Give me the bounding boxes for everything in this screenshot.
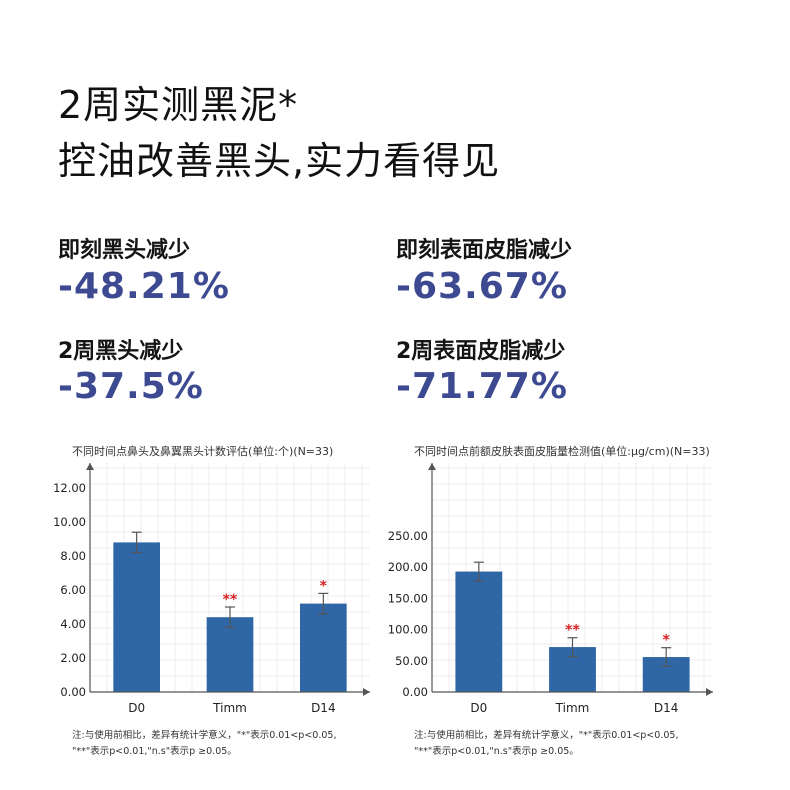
stat-value-2week-blackhead: -37.5% (58, 366, 204, 407)
significance-marker: ** (223, 592, 238, 608)
significance-marker: * (663, 633, 671, 649)
headline-line-1: 2周实测黑泥* (58, 83, 299, 127)
y-tick-label: 100.00 (388, 623, 428, 637)
x-tick-label: D0 (470, 701, 487, 715)
stat-label-instant-blackhead: 即刻黑头减少 (58, 238, 191, 263)
stat-label-2week-blackhead: 2周黑头减少 (58, 339, 184, 364)
chart-2-note-line-2: "**"表示p<0.01,"n.s"表示p ≥0.05。 (414, 746, 579, 757)
headline-line-2: 控油改善黑头,实力看得见 (58, 139, 501, 183)
bar-d0 (455, 571, 503, 692)
y-tick-label: 150.00 (388, 591, 428, 605)
stat-label-2week-sebum: 2周表面皮脂减少 (396, 339, 566, 364)
sebum-level-chart: 0.00 50.00 100.00 150.00 200.00 250.00 D0 ** Tim… (388, 463, 713, 715)
chart-2-title: 不同时间点前额皮肤表面皮脂量检测值(单位:μg/cm)(N=33) (414, 445, 710, 458)
x-tick-label: D0 (128, 701, 145, 715)
stat-value-instant-sebum: -63.67% (396, 266, 568, 307)
chart-1-note-line-1: 注:与使用前相比，差异有统计学意义，"*"表示0.01<p<0.05, (72, 730, 337, 741)
significance-marker: ** (565, 623, 580, 639)
y-tick-label: 200.00 (388, 560, 428, 574)
x-tick-label: Timm (212, 701, 247, 715)
chart-2-note-line-1: 注:与使用前相比，差异有统计学意义，"*"表示0.01<p<0.05, (414, 730, 679, 741)
bar-d14 (300, 603, 347, 692)
stat-value-instant-blackhead: -48.21% (58, 266, 230, 307)
significance-marker: * (320, 578, 328, 594)
x-axis-arrow-icon (706, 688, 713, 696)
x-axis-arrow-icon (363, 688, 370, 696)
bar-timm (206, 617, 254, 692)
y-tick-label: 4.00 (60, 617, 86, 631)
stat-label-instant-sebum: 即刻表面皮脂减少 (396, 238, 573, 263)
y-tick-label: 50.00 (395, 654, 428, 668)
y-tick-label: 0.00 (60, 685, 86, 699)
y-tick-label: 8.00 (60, 549, 86, 563)
x-tick-label: D14 (654, 701, 679, 715)
y-tick-label: 2.00 (60, 651, 86, 665)
stat-value-2week-sebum: -71.77% (396, 366, 568, 407)
y-tick-label: 6.00 (60, 583, 86, 597)
y-tick-label: 10.00 (53, 515, 86, 529)
x-tick-label: Timm (555, 701, 590, 715)
chart-1-title: 不同时间点鼻头及鼻翼黑头计数评估(单位:个)(N=33) (72, 445, 334, 458)
x-tick-label: D14 (311, 701, 336, 715)
bar-d0 (113, 542, 160, 692)
y-axis-arrow-icon (428, 463, 436, 470)
y-axis-arrow-icon (86, 463, 94, 470)
y-tick-label: 0.00 (402, 685, 428, 699)
chart-1-note-line-2: "**"表示p<0.01,"n.s"表示p ≥0.05。 (72, 746, 237, 757)
y-tick-label: 250.00 (388, 529, 428, 543)
y-tick-label: 12.00 (53, 481, 86, 495)
blackhead-count-chart: 0.00 2.00 4.00 6.00 8.00 10.00 12.00 D0 ** Timm * D… (53, 463, 370, 715)
